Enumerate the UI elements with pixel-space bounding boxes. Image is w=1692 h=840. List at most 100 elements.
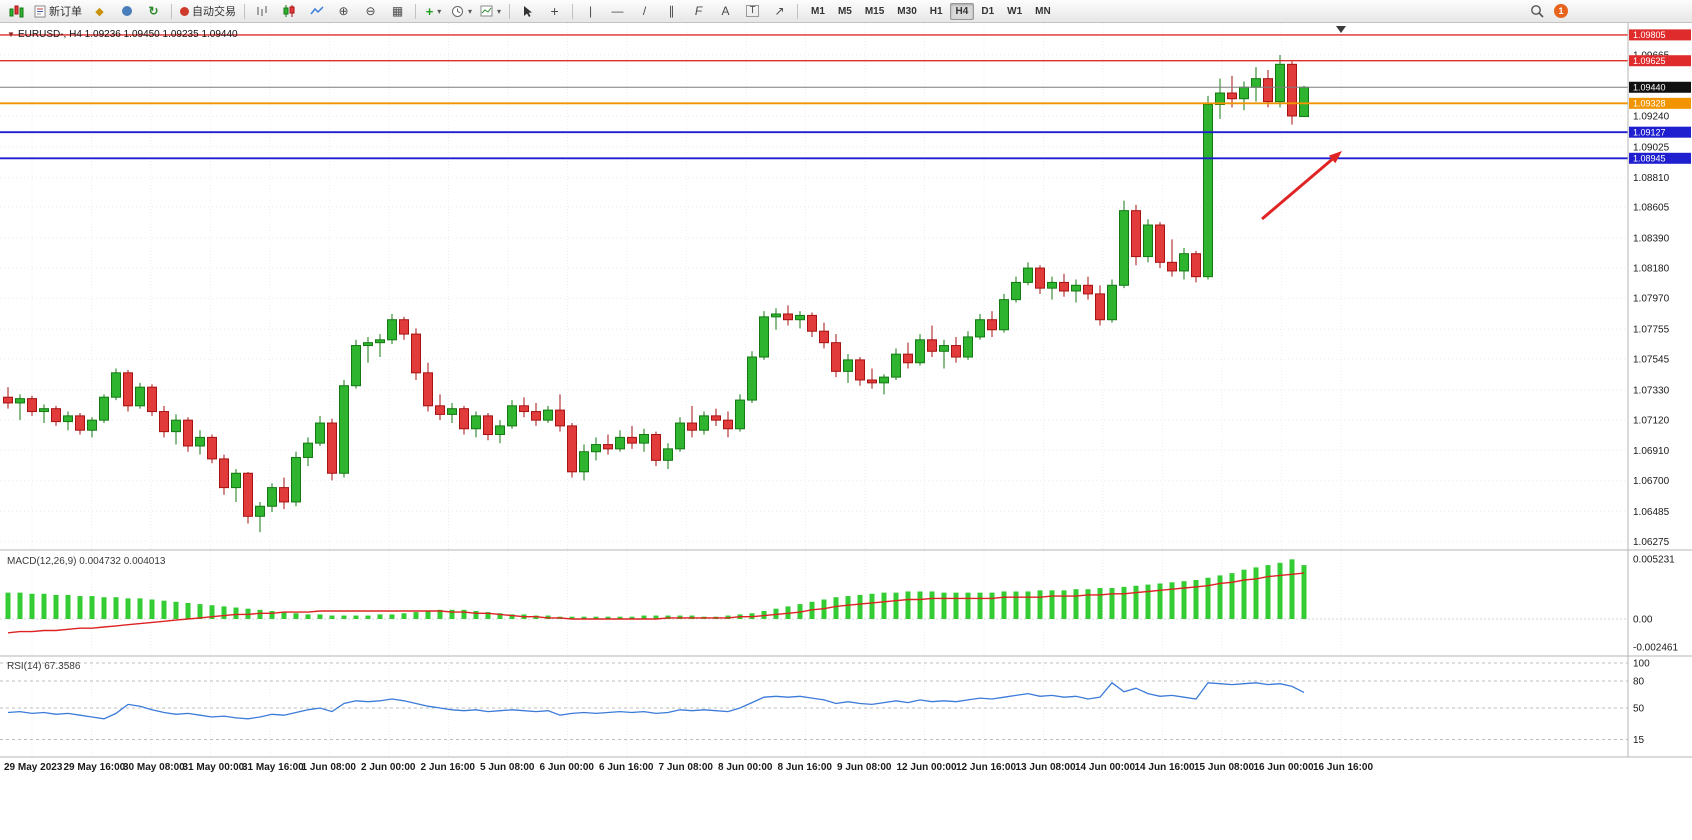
candle: [819, 330, 829, 344]
candle: [699, 415, 709, 431]
periods-button[interactable]: ▾: [448, 2, 475, 21]
svg-text:2 Jun 16:00: 2 Jun 16:00: [421, 762, 476, 773]
candle: [327, 422, 337, 474]
new-order-label: 新订单: [49, 6, 82, 18]
trend-arrow[interactable]: [1261, 151, 1342, 221]
candle: [567, 425, 577, 473]
macd-histogram-bar: [1277, 562, 1283, 619]
tile-windows-button[interactable]: ▦: [385, 2, 410, 21]
timeframe-button-h4[interactable]: H4: [949, 2, 975, 20]
svg-text:80: 80: [1633, 677, 1645, 688]
toolbar-separator: [415, 3, 416, 19]
candle: [1275, 63, 1285, 103]
navigator-button[interactable]: [114, 2, 139, 21]
chart-canvas[interactable]: 1.096651.092401.090251.088101.086051.083…: [0, 23, 1692, 783]
timeframe-button-m1[interactable]: M1: [811, 5, 825, 17]
indicators-button[interactable]: + ▾: [421, 2, 446, 21]
macd-histogram-bar: [17, 592, 23, 619]
macd-histogram-bar: [185, 602, 191, 619]
macd-histogram-bar: [173, 601, 179, 619]
svg-text:1.08945: 1.08945: [1633, 153, 1666, 163]
svg-text:16 Jun 00:00: 16 Jun 00:00: [1254, 762, 1314, 773]
svg-text:1.09328: 1.09328: [1633, 99, 1666, 109]
candle: [459, 408, 469, 430]
macd-histogram-bar: [353, 615, 359, 619]
zoom-out-button[interactable]: ⊖: [358, 2, 383, 21]
candle: [1179, 253, 1189, 272]
candle: [1227, 92, 1237, 100]
zoom-in-button[interactable]: ⊕: [331, 2, 356, 21]
candle: [951, 345, 961, 358]
macd-histogram-bar: [905, 591, 911, 619]
timeframe-button-m30[interactable]: M30: [897, 5, 917, 17]
svg-text:7 Jun 08:00: 7 Jun 08:00: [659, 762, 714, 773]
new-order-button[interactable]: 新订单: [31, 2, 85, 21]
candle: [675, 422, 685, 450]
candle: [519, 405, 529, 413]
bar-chart-button[interactable]: [250, 2, 275, 21]
macd-histogram-bar: [881, 592, 887, 619]
timeframe-button-mn[interactable]: MN: [1035, 5, 1051, 17]
candle: [1119, 210, 1129, 286]
macd-histogram-bar: [1301, 565, 1307, 619]
text-tool-button[interactable]: A: [713, 2, 738, 21]
timeframe-button-w1[interactable]: W1: [1007, 5, 1023, 17]
candle: [975, 319, 985, 338]
candle: [243, 472, 253, 517]
search-icon[interactable]: [1530, 4, 1544, 18]
notification-badge[interactable]: 1: [1554, 4, 1568, 18]
candle: [27, 398, 37, 413]
candle: [1023, 267, 1033, 283]
macd-histogram-bar: [653, 615, 659, 619]
macd-histogram-bar: [1085, 589, 1091, 619]
horizontal-line-button[interactable]: —: [605, 2, 630, 21]
svg-text:1.08605: 1.08605: [1633, 203, 1670, 214]
channel-button[interactable]: ∥: [659, 2, 684, 21]
macd-histogram-bar: [1205, 577, 1211, 619]
template-icon: [480, 5, 493, 17]
profiles-icon: ◆: [95, 5, 104, 18]
templates-button[interactable]: ▾: [477, 2, 504, 21]
current-price-line-tag: [1629, 81, 1691, 93]
svg-text:1.09127: 1.09127: [1633, 127, 1666, 137]
collapse-icon[interactable]: ▼: [7, 30, 15, 39]
refresh-button[interactable]: ↻: [141, 2, 166, 21]
svg-text:1.06275: 1.06275: [1633, 537, 1670, 548]
autotrading-button[interactable]: 自动交易: [177, 2, 239, 21]
candle: [1095, 293, 1105, 321]
candlestick-chart-icon: [283, 5, 295, 17]
macd-histogram-bar: [29, 593, 35, 619]
candlestick-chart-button[interactable]: [277, 2, 302, 21]
arrows-tool-button[interactable]: ↗: [767, 2, 792, 21]
macd-histogram-bar: [53, 594, 59, 619]
timeframe-button-h1[interactable]: H1: [929, 5, 943, 17]
macd-histogram-bar: [197, 604, 203, 619]
candle: [999, 299, 1009, 331]
svg-text:1.08180: 1.08180: [1633, 264, 1670, 275]
vertical-line-button[interactable]: |: [578, 2, 603, 21]
candle: [1239, 86, 1249, 100]
timeframe-button-m15[interactable]: M15: [864, 5, 885, 17]
candle: [1155, 224, 1165, 263]
macd-histogram-bar: [1121, 586, 1127, 619]
candle: [231, 472, 241, 489]
profiles-button[interactable]: ◆: [87, 2, 112, 21]
macd-histogram-bar: [629, 616, 635, 619]
label-tool-button[interactable]: T: [740, 2, 765, 21]
rsi-panel: [0, 662, 1628, 740]
timeframe-button-m5[interactable]: M5: [837, 5, 852, 17]
crosshair-button[interactable]: +: [542, 2, 567, 21]
price-axis[interactable]: 1.096651.092401.090251.088101.086051.083…: [1629, 29, 1691, 746]
cursor-button[interactable]: [515, 2, 540, 21]
timeframe-button-d1[interactable]: D1: [981, 5, 995, 17]
new-chart-button[interactable]: [4, 2, 29, 21]
line-chart-button[interactable]: [304, 2, 329, 21]
horizontal-line-icon: —: [611, 4, 624, 18]
indicators-icon: +: [425, 3, 434, 19]
trendline-button[interactable]: /: [632, 2, 657, 21]
macd-histogram-bar: [221, 606, 227, 619]
chart-shift-marker[interactable]: [1336, 26, 1346, 33]
price-lines[interactable]: [0, 34, 1628, 160]
fibonacci-button[interactable]: F: [686, 2, 711, 21]
